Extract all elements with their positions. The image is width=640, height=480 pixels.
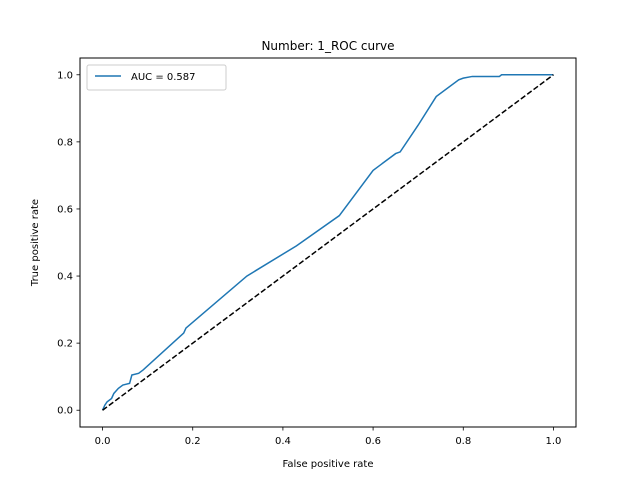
plot-frame bbox=[79, 57, 577, 428]
x-tick-label: 0.8 bbox=[455, 436, 471, 447]
x-tick-label: 0.2 bbox=[185, 436, 201, 447]
y-tick-label: 0.0 bbox=[57, 406, 73, 417]
x-tick-label: 0.0 bbox=[95, 436, 111, 447]
y-axis-label: True positive rate bbox=[30, 199, 41, 287]
y-tick-label: 0.4 bbox=[57, 272, 73, 283]
y-tick-label: 0.8 bbox=[57, 137, 73, 148]
y-tick-label: 0.2 bbox=[57, 339, 73, 350]
roc-curve-line bbox=[101, 74, 554, 411]
y-tick-label: 1.0 bbox=[57, 70, 73, 81]
legend: AUC = 0.587 bbox=[86, 64, 227, 91]
legend-box bbox=[86, 64, 227, 91]
x-axis-label: False positive rate bbox=[283, 459, 374, 470]
y-tick-label: 0.6 bbox=[57, 204, 73, 215]
x-tick-label: 1.0 bbox=[546, 436, 562, 447]
x-tick-label: 0.6 bbox=[365, 436, 381, 447]
legend-entry: AUC = 0.587 bbox=[131, 72, 196, 83]
baseline-diagonal-line bbox=[102, 74, 554, 411]
x-tick-label: 0.4 bbox=[275, 436, 291, 447]
chart-title: Number: 1_ROC curve bbox=[261, 39, 394, 53]
